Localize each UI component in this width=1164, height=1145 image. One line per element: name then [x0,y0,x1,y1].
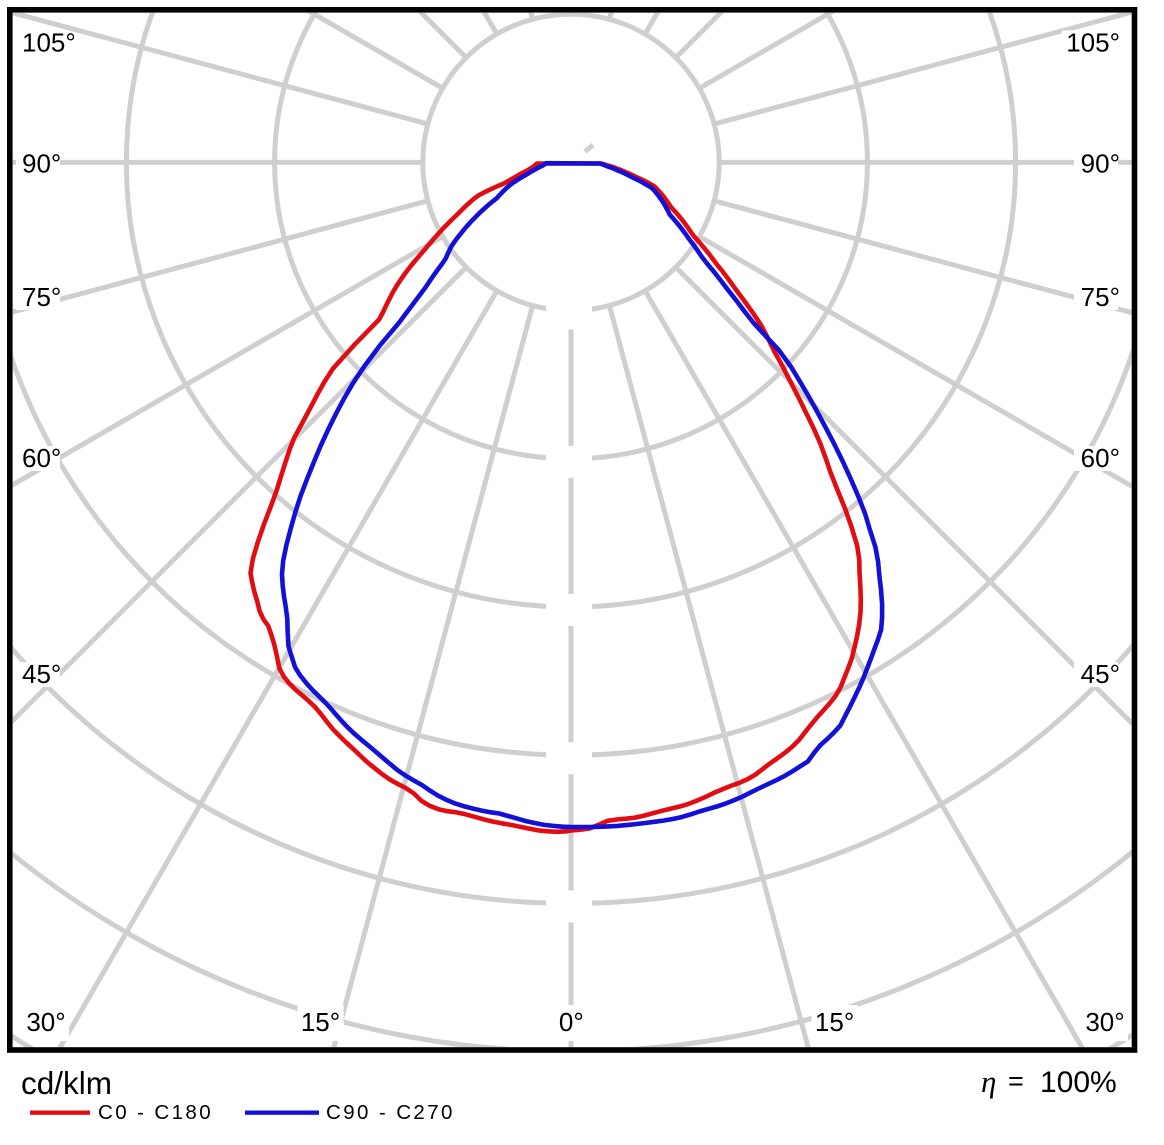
svg-text:90°: 90° [22,149,61,179]
svg-text:cd/klm: cd/klm [21,1065,112,1101]
svg-text:15°: 15° [815,1007,854,1037]
svg-text:45°: 45° [1081,659,1120,689]
svg-text:30°: 30° [26,1007,65,1037]
svg-text:C90 - C270: C90 - C270 [326,1101,455,1124]
svg-text:100%: 100% [1040,1066,1117,1099]
svg-text:30°: 30° [1085,1007,1124,1037]
svg-text:105°: 105° [1066,28,1120,58]
svg-text:60°: 60° [1081,443,1120,473]
svg-text:105°: 105° [22,28,76,58]
svg-text:75°: 75° [1081,282,1120,312]
svg-text:75°: 75° [22,282,61,312]
svg-text:C0 - C180: C0 - C180 [98,1101,213,1124]
svg-text:=: = [1008,1066,1024,1096]
svg-text:45°: 45° [22,659,61,689]
svg-text:η: η [981,1064,996,1099]
svg-text:90°: 90° [1081,149,1120,179]
svg-text:60°: 60° [22,443,61,473]
svg-text:15°: 15° [301,1007,340,1037]
svg-text:0°: 0° [559,1007,584,1037]
